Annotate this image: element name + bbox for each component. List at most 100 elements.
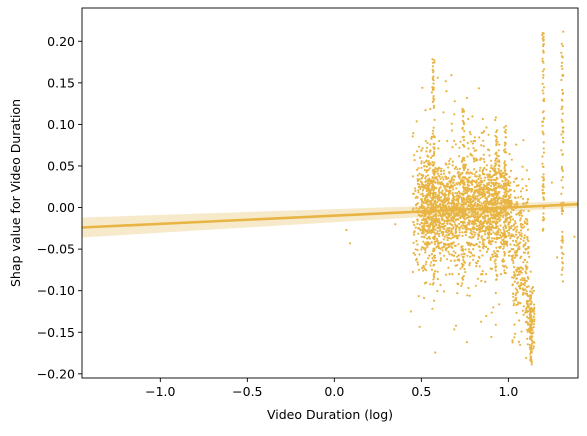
scatter-point (426, 203, 429, 206)
scatter-point (525, 265, 528, 268)
scatter-point (532, 323, 536, 326)
scatter-point (458, 155, 461, 158)
scatter-point (509, 243, 512, 246)
scatter-point (509, 196, 512, 199)
scatter-point (457, 190, 461, 193)
scatter-point (504, 226, 508, 230)
scatter-point (550, 181, 554, 184)
scatter-point (423, 165, 426, 168)
scatter-point (462, 144, 465, 147)
scatter-point (433, 256, 436, 259)
scatter-point (504, 185, 507, 188)
scatter-point (514, 293, 517, 297)
scatter-point (467, 190, 470, 193)
scatter-point (496, 221, 499, 224)
scatter-point (496, 249, 499, 253)
scatter-point (473, 173, 476, 176)
scatter-point (485, 250, 489, 253)
scatter-point (445, 217, 448, 220)
scatter-point (435, 237, 439, 240)
scatter-point (526, 198, 529, 201)
scatter-point (431, 154, 434, 158)
scatter-point (418, 172, 421, 175)
scatter-point (495, 236, 498, 239)
scatter-point (508, 152, 511, 156)
scatter-point (480, 202, 483, 205)
scatter-point (466, 294, 469, 297)
scatter-point (437, 204, 440, 207)
scatter-point (438, 229, 441, 232)
scatter-point (429, 189, 432, 192)
scatter-point (482, 183, 485, 186)
scatter-point (494, 167, 497, 170)
scatter-point (429, 216, 433, 219)
scatter-point (433, 173, 436, 176)
scatter-point (435, 232, 438, 235)
scatter-point (457, 173, 460, 177)
scatter-point (494, 258, 497, 261)
scatter-point (526, 201, 529, 204)
scatter-point (526, 236, 529, 239)
scatter-point (513, 323, 516, 326)
scatter-point (462, 190, 465, 193)
scatter-point (414, 226, 417, 229)
scatter-point (428, 242, 431, 245)
scatter-point (478, 265, 481, 268)
scatter-point (454, 192, 457, 195)
scatter-point (531, 292, 534, 295)
scatter-point (561, 268, 564, 272)
scatter-point (426, 220, 429, 223)
scatter-point (529, 299, 532, 302)
scatter-point (456, 192, 459, 195)
scatter-point (428, 167, 431, 170)
scatter-point (481, 170, 484, 174)
scatter-point (561, 74, 565, 77)
scatter-point (486, 215, 490, 218)
scatter-point (430, 252, 433, 256)
scatter-point (462, 210, 465, 213)
scatter-point (447, 233, 451, 236)
scatter-point (432, 193, 435, 196)
scatter-point (434, 215, 437, 218)
scatter-point (541, 60, 544, 63)
scatter-point (475, 175, 478, 178)
scatter-point (504, 179, 507, 182)
scatter-point (432, 146, 435, 149)
scatter-point (561, 266, 564, 269)
scatter-point (443, 214, 446, 217)
scatter-point (473, 160, 476, 163)
scatter-point (424, 229, 427, 232)
scatter-point (450, 178, 453, 181)
scatter-point (432, 176, 436, 179)
scatter-point (542, 151, 546, 154)
scatter-point (442, 111, 445, 114)
scatter-point (511, 339, 514, 342)
scatter-point (500, 175, 503, 178)
scatter-point (412, 207, 415, 210)
scatter-point (529, 296, 533, 299)
scatter-point (474, 195, 477, 198)
scatter-point (488, 239, 491, 242)
scatter-point (434, 351, 437, 354)
scatter-point (424, 249, 427, 252)
scatter-point (424, 160, 427, 163)
scatter-point (525, 285, 529, 289)
scatter-point (432, 71, 435, 74)
scatter-point (477, 235, 480, 238)
scatter-point (432, 164, 435, 167)
scatter-point (450, 243, 453, 246)
scatter-point (446, 243, 449, 246)
scatter-point (466, 155, 469, 158)
scatter-point (458, 231, 461, 234)
scatter-point (426, 245, 429, 248)
scatter-point (439, 252, 442, 255)
scatter-point (433, 272, 436, 275)
scatter-point (516, 303, 520, 306)
scatter-point (458, 167, 461, 170)
scatter-point (560, 192, 563, 195)
scatter-point (503, 162, 506, 165)
scatter-point (423, 296, 426, 300)
scatter-point (431, 205, 434, 208)
scatter-point (481, 238, 485, 242)
scatter-point (523, 222, 527, 225)
